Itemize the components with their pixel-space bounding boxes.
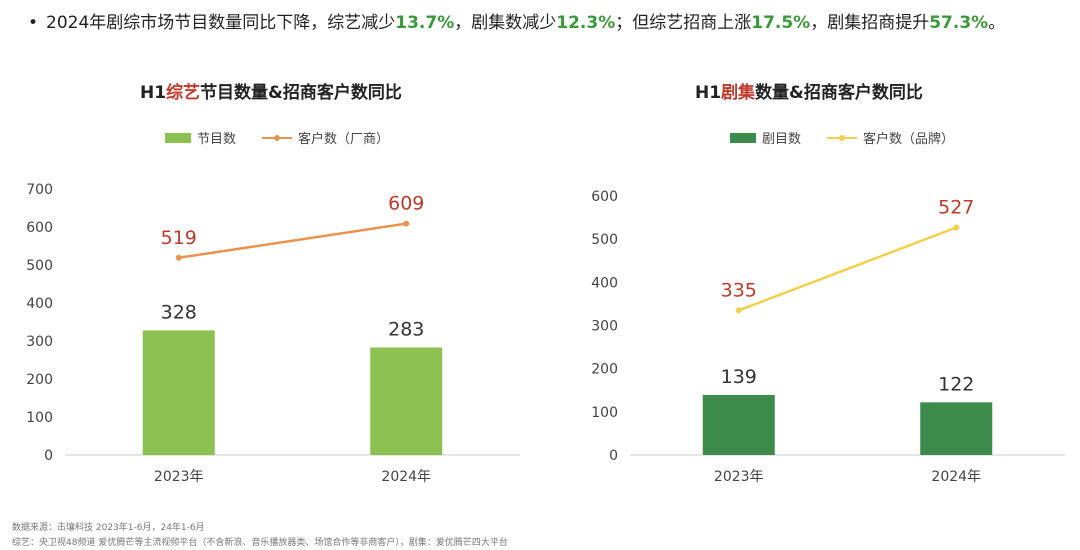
- headline-segment: 2024年剧综市场节目数量同比下降，综艺减少: [46, 13, 396, 33]
- line-data-label: 519: [161, 227, 197, 249]
- x-tick-label: 2023年: [154, 469, 204, 485]
- line-point: [953, 224, 960, 231]
- line-data-label: 527: [938, 197, 974, 219]
- bar: [142, 330, 215, 455]
- legend-label-bar: 剧目数: [762, 132, 802, 147]
- legend-swatch-line: [262, 134, 293, 141]
- chart-title-variety: H1综艺节目数量&招商客户数同比: [140, 78, 402, 103]
- y-tick-label: 200: [591, 362, 618, 378]
- y-tick-label: 0: [609, 448, 618, 464]
- y-tick-label: 300: [26, 334, 53, 350]
- y-tick-label: 100: [26, 410, 53, 426]
- y-tick-label: 400: [26, 296, 53, 312]
- legend-label-bar: 节目数: [197, 132, 237, 147]
- legend-swatch-bar: [165, 132, 191, 143]
- bar-data-label: 283: [388, 318, 424, 340]
- bar: [920, 402, 993, 455]
- y-tick-label: 0: [44, 448, 53, 464]
- x-tick-label: 2023年: [714, 469, 764, 485]
- legend-label-line: 客户数（品牌）: [863, 132, 955, 147]
- chart-variety: 0 100 200 300 400 500 600 700 328 283 2023年 2024年 51…: [26, 182, 520, 485]
- bar: [370, 347, 443, 455]
- chart-title-accent: 剧集: [721, 83, 756, 103]
- legend-swatch-bar: [730, 132, 756, 143]
- chart-title-drama: H1剧集数量&招商客户数同比: [695, 78, 923, 103]
- headline: • 2024年剧综市场节目数量同比下降，综艺减少13.7%，剧集数减少12.3%；…: [28, 8, 1005, 33]
- bar-data-label: 122: [938, 373, 974, 395]
- y-tick-label: 600: [26, 220, 53, 236]
- headline-segment: ，剧集数减少: [454, 13, 557, 33]
- x-tick-label: 2024年: [381, 469, 431, 485]
- chart-title-suffix: 数量&招商客户数同比: [755, 83, 923, 103]
- line-point: [175, 254, 182, 261]
- y-tick-label: 300: [591, 319, 618, 335]
- headline-percent: 13.7%: [395, 13, 455, 33]
- y-tick-label: 400: [591, 275, 618, 291]
- headline-bullet: •: [28, 13, 39, 33]
- chart-title-prefix: H1: [695, 83, 722, 103]
- y-tick-label: 500: [26, 258, 53, 274]
- headline-segment: ；但综艺招商上涨: [615, 13, 752, 33]
- legend-variety: 节目数 客户数（厂商）: [165, 128, 389, 147]
- bar: [702, 394, 775, 455]
- headline-percent: 57.3%: [929, 13, 989, 33]
- footnote-scope: 综艺：央卫视48频道 爱优腾芒等主流视频平台（不含新浪、音乐播放器类、场馆合作等…: [12, 538, 508, 548]
- y-tick-label: 600: [591, 189, 618, 205]
- bar-data-label: 328: [161, 301, 197, 323]
- headline-percent: 12.3%: [556, 13, 616, 33]
- y-tick-label: 100: [591, 405, 618, 421]
- chart-title-prefix: H1: [140, 83, 167, 103]
- legend-swatch-line: [827, 134, 858, 141]
- headline-segment: 。: [988, 13, 1006, 33]
- line-series: [738, 226, 957, 312]
- footnote-source: 数据来源：击壤科技 2023年1-6月，24年1-6月: [12, 523, 205, 533]
- headline-text: 2024年剧综市场节目数量同比下降，综艺减少13.7%，剧集数减少12.3%；但…: [46, 13, 1005, 33]
- y-tick-label: 500: [591, 232, 618, 248]
- chart-drama: 0 100 200 300 400 500 600 139 122 2023年 2024年 335 52…: [591, 189, 1065, 485]
- y-tick-label: 700: [26, 182, 53, 198]
- legend-drama: 剧目数 客户数（品牌）: [730, 128, 954, 147]
- line-series: [178, 222, 407, 260]
- line-data-label: 335: [721, 279, 757, 301]
- line-point: [735, 307, 742, 314]
- line-point: [403, 220, 410, 227]
- y-tick-label: 200: [26, 372, 53, 388]
- legend-label-line: 客户数（厂商）: [298, 132, 390, 147]
- line-data-label: 609: [388, 193, 424, 215]
- chart-title-accent: 综艺: [166, 83, 201, 103]
- chart-title-suffix: 节目数量&招商客户数同比: [200, 83, 402, 103]
- x-tick-label: 2024年: [931, 469, 981, 485]
- headline-percent: 17.5%: [751, 13, 811, 33]
- bar-data-label: 139: [721, 366, 757, 388]
- headline-segment: ，剧集招商提升: [810, 13, 930, 33]
